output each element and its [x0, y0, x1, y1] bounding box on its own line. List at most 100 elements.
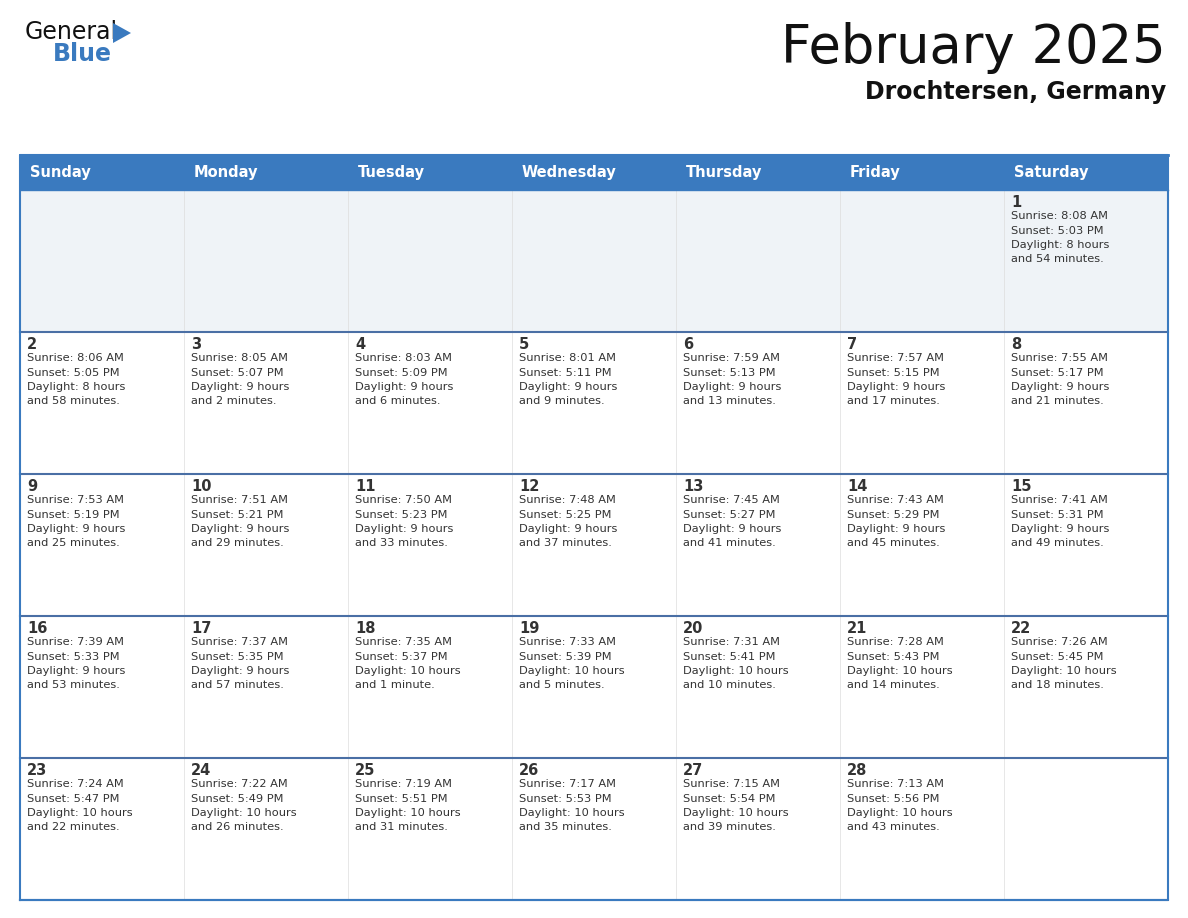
Text: Daylight: 9 hours: Daylight: 9 hours: [519, 524, 618, 534]
Text: and 22 minutes.: and 22 minutes.: [27, 823, 120, 833]
Text: Daylight: 10 hours: Daylight: 10 hours: [683, 808, 789, 818]
Text: and 53 minutes.: and 53 minutes.: [27, 680, 120, 690]
Text: and 21 minutes.: and 21 minutes.: [1011, 397, 1104, 407]
Bar: [184, 332, 348, 474]
Bar: [348, 616, 512, 758]
Bar: [348, 758, 512, 900]
Polygon shape: [113, 23, 131, 43]
Text: Sunrise: 8:08 AM: Sunrise: 8:08 AM: [1011, 211, 1108, 221]
Text: Sunrise: 7:53 AM: Sunrise: 7:53 AM: [27, 495, 124, 505]
Text: February 2025: February 2025: [782, 22, 1165, 74]
Text: Daylight: 9 hours: Daylight: 9 hours: [191, 524, 290, 534]
Text: Drochtersen, Germany: Drochtersen, Germany: [865, 80, 1165, 104]
Text: and 5 minutes.: and 5 minutes.: [519, 680, 605, 690]
Text: Sunset: 5:39 PM: Sunset: 5:39 PM: [519, 652, 612, 662]
Text: Sunrise: 7:57 AM: Sunrise: 7:57 AM: [847, 353, 944, 363]
Text: 8: 8: [1011, 337, 1022, 352]
Text: General: General: [25, 20, 118, 44]
Text: 14: 14: [847, 479, 867, 494]
Bar: [840, 190, 1004, 332]
Text: and 18 minutes.: and 18 minutes.: [1011, 680, 1104, 690]
Text: Daylight: 9 hours: Daylight: 9 hours: [683, 382, 782, 392]
Text: Sunrise: 7:45 AM: Sunrise: 7:45 AM: [683, 495, 779, 505]
Bar: [676, 190, 840, 332]
Text: Daylight: 9 hours: Daylight: 9 hours: [1011, 382, 1110, 392]
Text: and 58 minutes.: and 58 minutes.: [27, 397, 120, 407]
Bar: [676, 474, 840, 616]
Text: Sunrise: 7:15 AM: Sunrise: 7:15 AM: [683, 779, 781, 789]
Text: Sunset: 5:21 PM: Sunset: 5:21 PM: [191, 509, 284, 520]
Text: Sunset: 5:17 PM: Sunset: 5:17 PM: [1011, 367, 1104, 377]
Text: Sunrise: 7:50 AM: Sunrise: 7:50 AM: [355, 495, 451, 505]
Text: Sunrise: 7:35 AM: Sunrise: 7:35 AM: [355, 637, 451, 647]
Text: Sunset: 5:47 PM: Sunset: 5:47 PM: [27, 793, 120, 803]
Text: Sunday: Sunday: [30, 165, 90, 180]
Text: Daylight: 8 hours: Daylight: 8 hours: [1011, 240, 1110, 250]
Text: Sunrise: 7:26 AM: Sunrise: 7:26 AM: [1011, 637, 1107, 647]
Text: Daylight: 10 hours: Daylight: 10 hours: [355, 808, 461, 818]
Text: 9: 9: [27, 479, 37, 494]
Text: and 6 minutes.: and 6 minutes.: [355, 397, 441, 407]
Text: Sunset: 5:41 PM: Sunset: 5:41 PM: [683, 652, 776, 662]
Text: and 13 minutes.: and 13 minutes.: [683, 397, 776, 407]
Text: Monday: Monday: [194, 165, 259, 180]
Text: 5: 5: [519, 337, 529, 352]
Text: and 57 minutes.: and 57 minutes.: [191, 680, 284, 690]
Text: Wednesday: Wednesday: [522, 165, 617, 180]
Text: and 54 minutes.: and 54 minutes.: [1011, 254, 1104, 264]
Bar: [1004, 616, 1168, 758]
Bar: [512, 474, 676, 616]
Text: 10: 10: [191, 479, 211, 494]
Text: 21: 21: [847, 621, 867, 636]
Text: Sunrise: 7:24 AM: Sunrise: 7:24 AM: [27, 779, 124, 789]
Text: Sunrise: 8:06 AM: Sunrise: 8:06 AM: [27, 353, 124, 363]
Text: 28: 28: [847, 763, 867, 778]
Text: Daylight: 9 hours: Daylight: 9 hours: [191, 666, 290, 676]
Text: Sunset: 5:37 PM: Sunset: 5:37 PM: [355, 652, 448, 662]
Bar: [840, 758, 1004, 900]
Text: Sunset: 5:56 PM: Sunset: 5:56 PM: [847, 793, 940, 803]
Bar: [1004, 758, 1168, 900]
Text: Sunset: 5:23 PM: Sunset: 5:23 PM: [355, 509, 448, 520]
Bar: [348, 332, 512, 474]
Text: and 26 minutes.: and 26 minutes.: [191, 823, 284, 833]
Bar: [184, 616, 348, 758]
Text: Sunset: 5:13 PM: Sunset: 5:13 PM: [683, 367, 776, 377]
Bar: [184, 474, 348, 616]
Text: 22: 22: [1011, 621, 1031, 636]
Text: Sunrise: 7:59 AM: Sunrise: 7:59 AM: [683, 353, 781, 363]
Text: and 14 minutes.: and 14 minutes.: [847, 680, 940, 690]
Text: 2: 2: [27, 337, 37, 352]
Text: Daylight: 9 hours: Daylight: 9 hours: [191, 382, 290, 392]
Text: Sunrise: 7:51 AM: Sunrise: 7:51 AM: [191, 495, 287, 505]
Text: Tuesday: Tuesday: [358, 165, 425, 180]
Bar: [512, 332, 676, 474]
Text: Daylight: 10 hours: Daylight: 10 hours: [519, 808, 625, 818]
Text: Sunrise: 7:33 AM: Sunrise: 7:33 AM: [519, 637, 617, 647]
Bar: [20, 155, 1168, 190]
Bar: [512, 190, 676, 332]
Text: Friday: Friday: [849, 165, 901, 180]
Text: Daylight: 9 hours: Daylight: 9 hours: [847, 524, 946, 534]
Text: Sunrise: 8:01 AM: Sunrise: 8:01 AM: [519, 353, 617, 363]
Text: and 31 minutes.: and 31 minutes.: [355, 823, 448, 833]
Bar: [840, 474, 1004, 616]
Text: Daylight: 10 hours: Daylight: 10 hours: [355, 666, 461, 676]
Text: 24: 24: [191, 763, 211, 778]
Text: Sunset: 5:54 PM: Sunset: 5:54 PM: [683, 793, 776, 803]
Bar: [676, 616, 840, 758]
Bar: [20, 758, 184, 900]
Bar: [512, 616, 676, 758]
Text: 13: 13: [683, 479, 703, 494]
Text: 16: 16: [27, 621, 48, 636]
Text: and 43 minutes.: and 43 minutes.: [847, 823, 940, 833]
Text: and 45 minutes.: and 45 minutes.: [847, 539, 940, 548]
Text: Sunrise: 7:19 AM: Sunrise: 7:19 AM: [355, 779, 451, 789]
Text: Sunrise: 7:48 AM: Sunrise: 7:48 AM: [519, 495, 615, 505]
Text: 26: 26: [519, 763, 539, 778]
Text: Sunrise: 7:37 AM: Sunrise: 7:37 AM: [191, 637, 287, 647]
Text: and 10 minutes.: and 10 minutes.: [683, 680, 776, 690]
Text: Sunrise: 8:05 AM: Sunrise: 8:05 AM: [191, 353, 287, 363]
Text: Daylight: 10 hours: Daylight: 10 hours: [683, 666, 789, 676]
Text: and 9 minutes.: and 9 minutes.: [519, 397, 605, 407]
